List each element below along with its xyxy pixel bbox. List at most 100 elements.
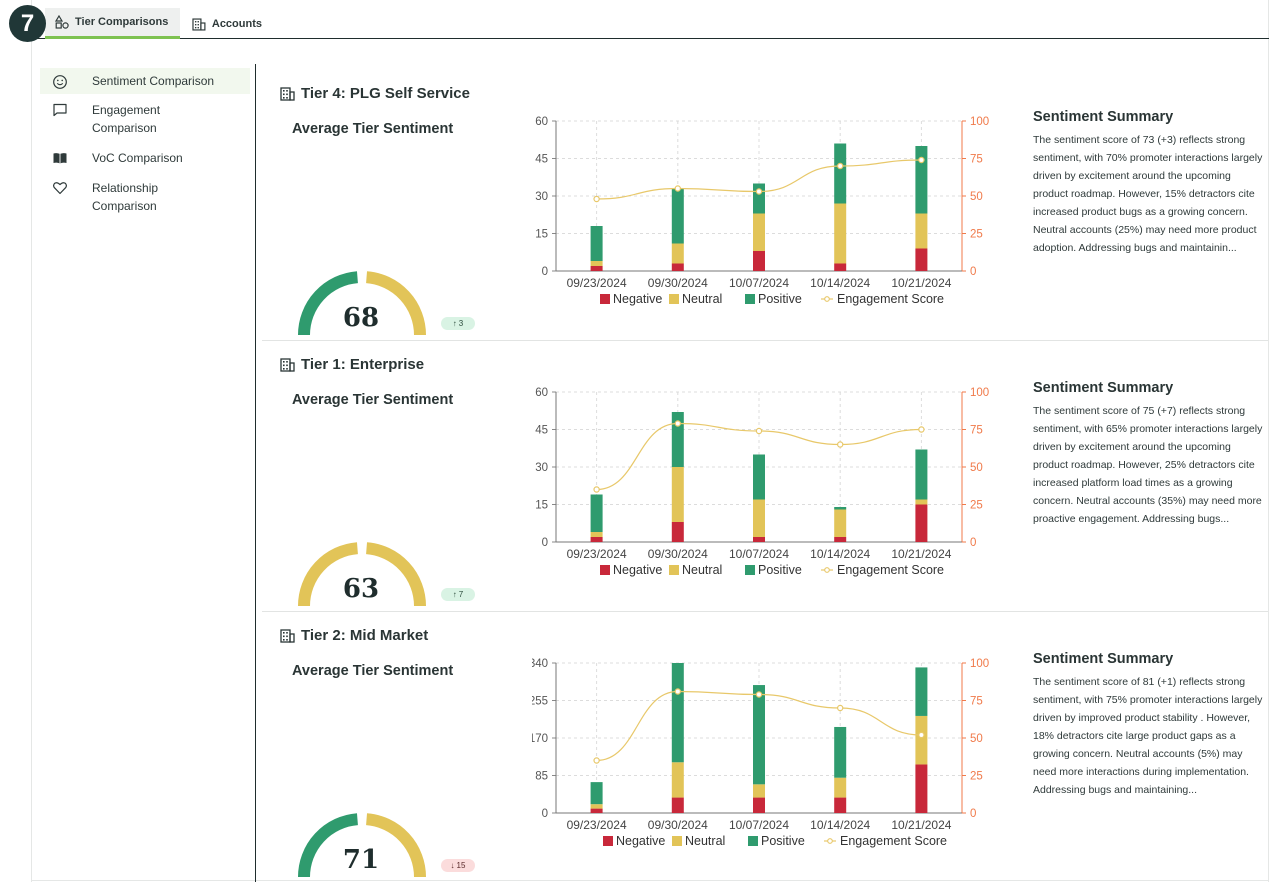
tab-tier-comparisons[interactable]: Tier Comparisons	[45, 8, 180, 39]
x-tick-label: 09/30/2024	[648, 276, 708, 290]
frame-border-right	[1268, 0, 1269, 882]
bar-negative-1[interactable]	[671, 522, 684, 542]
bar-negative-0[interactable]	[590, 537, 603, 542]
engagement-point-2[interactable]	[755, 188, 763, 195]
bar-neutral-3[interactable]	[834, 777, 847, 798]
bar-positive-3[interactable]	[834, 143, 847, 204]
sentiment-score: 63	[342, 574, 380, 604]
legend-item-neutral[interactable]: Neutral	[672, 834, 725, 848]
sidebar-item-voc-comparison[interactable]: VoC Comparison	[40, 149, 250, 169]
x-tick-label: 10/07/2024	[729, 276, 789, 290]
bar-neutral-1[interactable]	[671, 243, 684, 264]
bar-negative-0[interactable]	[590, 266, 603, 271]
x-tick-label: 09/30/2024	[648, 818, 708, 832]
engagement-point-2[interactable]	[755, 691, 763, 698]
sidebar-item-relationship-comparison[interactable]: Relationship Comparison	[40, 179, 250, 215]
bar-neutral-3[interactable]	[834, 203, 847, 264]
bar-negative-4[interactable]	[915, 248, 928, 272]
bar-negative-2[interactable]	[753, 537, 765, 542]
bar-neutral-0[interactable]	[590, 532, 603, 537]
bar-positive-4[interactable]	[915, 667, 928, 716]
bar-positive-4[interactable]	[915, 146, 928, 214]
engagement-point-1[interactable]	[674, 420, 681, 427]
bar-neutral-4[interactable]	[915, 715, 928, 765]
bar-positive-1[interactable]	[671, 663, 684, 763]
sentiment-summary: Sentiment Summary The sentiment score of …	[1033, 380, 1263, 528]
bar-positive-0[interactable]	[590, 226, 603, 261]
engagement-point-2[interactable]	[755, 427, 763, 435]
legend-item-engagement-score[interactable]: Engagement Score	[824, 834, 947, 848]
engagement-point-3[interactable]	[837, 704, 844, 712]
engagement-point-1[interactable]	[674, 688, 681, 695]
bar-neutral-1[interactable]	[671, 467, 684, 522]
legend-item-engagement-score[interactable]: Engagement Score	[821, 563, 944, 577]
bar-positive-0[interactable]	[590, 782, 603, 805]
legend-item-positive[interactable]: Positive	[745, 292, 802, 306]
bar-negative-2[interactable]	[753, 251, 765, 271]
tier-title: Tier 1: Enterprise	[280, 356, 424, 373]
legend-item-engagement-score[interactable]: Engagement Score	[821, 292, 944, 306]
bar-positive-3[interactable]	[834, 726, 847, 778]
x-tick-label: 09/23/2024	[567, 547, 627, 561]
bar-neutral-2[interactable]	[753, 784, 765, 798]
bar-positive-1[interactable]	[671, 188, 684, 244]
bar-neutral-2[interactable]	[753, 213, 765, 252]
legend-item-positive[interactable]: Positive	[748, 834, 805, 848]
legend-label: Neutral	[682, 292, 722, 306]
sidebar-item-label: Relationship Comparison	[92, 181, 159, 213]
sentiment-gauge	[298, 813, 426, 877]
engagement-point-3[interactable]	[837, 162, 844, 170]
bar-neutral-0[interactable]	[590, 261, 603, 266]
sidebar-item-label: VoC Comparison	[92, 151, 183, 165]
bar-negative-1[interactable]	[671, 263, 684, 272]
bar-neutral-1[interactable]	[671, 762, 684, 798]
legend-label: Neutral	[682, 563, 722, 577]
legend-swatch	[669, 294, 679, 304]
summary-text: The sentiment score of 73 (+3) reflects …	[1033, 134, 1263, 254]
legend-item-negative[interactable]: Negative	[600, 292, 662, 306]
engagement-point-3[interactable]	[837, 441, 844, 448]
bar-negative-3[interactable]	[834, 537, 847, 542]
engagement-point-4[interactable]	[918, 731, 925, 739]
bar-negative-4[interactable]	[915, 504, 928, 543]
bar-neutral-0[interactable]	[590, 804, 603, 809]
score-delta-badge: ↓ 15	[441, 859, 475, 872]
bar-negative-4[interactable]	[915, 764, 928, 813]
bar-negative-3[interactable]	[834, 797, 847, 813]
legend-item-negative[interactable]: Negative	[603, 834, 665, 848]
engagement-point-0[interactable]	[593, 757, 600, 764]
y-tick-label: 45	[535, 425, 548, 437]
bar-negative-2[interactable]	[753, 797, 765, 813]
engagement-point-4[interactable]	[918, 156, 925, 164]
bar-positive-0[interactable]	[590, 494, 603, 533]
engagement-point-0[interactable]	[593, 486, 600, 493]
bar-negative-3[interactable]	[834, 263, 847, 272]
bar-neutral-4[interactable]	[915, 213, 928, 249]
bar-negative-0[interactable]	[590, 808, 603, 813]
bar-negative-1[interactable]	[671, 797, 684, 813]
bar-positive-2[interactable]	[753, 454, 765, 500]
bar-positive-2[interactable]	[753, 183, 765, 214]
sidebar-item-engagement-comparison[interactable]: Engagement Comparison	[40, 101, 250, 137]
engagement-point-1[interactable]	[674, 185, 681, 192]
legend-item-neutral[interactable]: Neutral	[669, 292, 722, 306]
x-tick-label: 10/21/2024	[891, 547, 951, 561]
bar-positive-3[interactable]	[834, 507, 847, 510]
bar-neutral-2[interactable]	[753, 499, 765, 538]
legend-item-negative[interactable]: Negative	[600, 563, 662, 577]
engagement-point-4[interactable]	[918, 426, 925, 433]
arrow-up-icon: ↑	[452, 590, 457, 599]
y2-tick-label: 50	[970, 462, 983, 474]
bar-neutral-4[interactable]	[915, 499, 928, 505]
tab-accounts[interactable]: Accounts	[182, 8, 272, 39]
bar-positive-1[interactable]	[671, 412, 684, 467]
heart-icon	[53, 182, 67, 195]
bar-neutral-3[interactable]	[834, 509, 847, 538]
engagement-point-0[interactable]	[593, 195, 600, 203]
legend-item-neutral[interactable]: Neutral	[669, 563, 722, 577]
tier-panel: Tier 4: PLG Self Service Average Tier Sen…	[262, 65, 1268, 335]
bar-positive-4[interactable]	[915, 449, 928, 500]
bar-positive-2[interactable]	[753, 685, 765, 785]
legend-item-positive[interactable]: Positive	[745, 563, 802, 577]
sidebar-item-sentiment-comparison[interactable]: Sentiment Comparison	[40, 68, 250, 94]
